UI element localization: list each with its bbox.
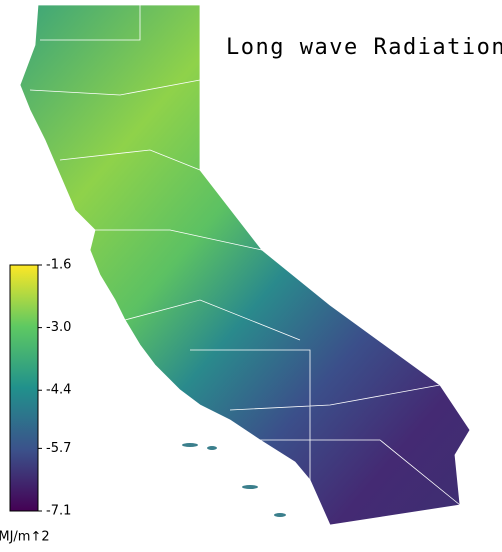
- colorbar-tick-label: -5.7: [46, 441, 71, 456]
- colorbar-tick-label: -3.0: [46, 320, 71, 335]
- state-outline: [19, 4, 471, 526]
- colorbar-tick-label: -4.4: [46, 383, 71, 398]
- colorbar-unit: MJ/m↑2: [0, 530, 50, 545]
- colorbar-tick-label: -1.6: [46, 258, 71, 273]
- colorbar-tick-label: -7.1: [46, 504, 71, 519]
- islands: [182, 443, 286, 517]
- map-title: Long wave Radiation: [226, 35, 502, 60]
- county-lines: [29, 5, 461, 506]
- colorbar: [9, 264, 39, 512]
